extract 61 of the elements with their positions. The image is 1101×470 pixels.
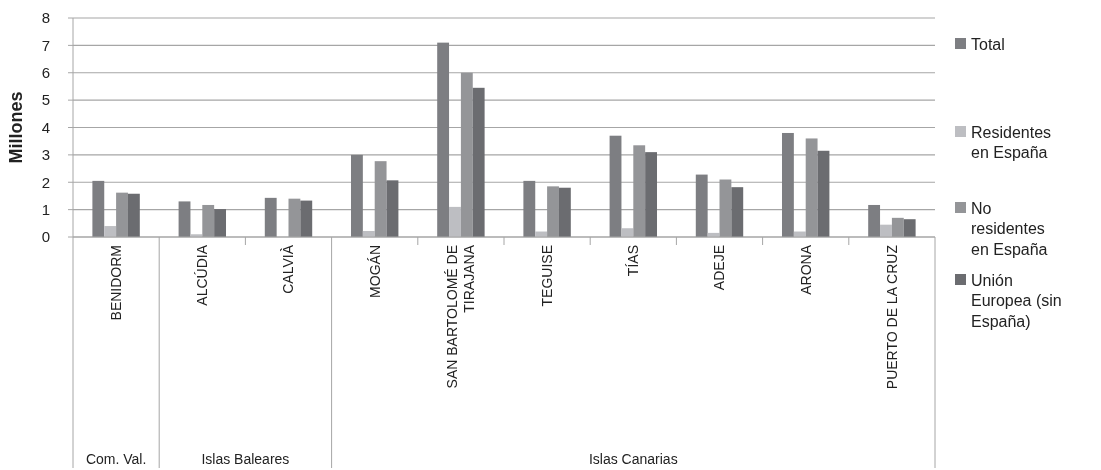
bar: [609, 135, 622, 237]
bar: [817, 150, 830, 237]
x-tick-label: MOGÁN: [366, 245, 383, 298]
text: Islas Baleares: [201, 451, 290, 467]
text: Com. Val.: [85, 451, 147, 467]
legend-label: Unión Europea (sin España): [971, 271, 1062, 331]
bar: [104, 226, 117, 237]
y-tick-label: 0: [41, 228, 51, 246]
bar: [782, 132, 794, 237]
bar: [558, 187, 571, 237]
x-tick-label: SAN BARTOLOMÉ DE TIRAJANA: [444, 244, 478, 389]
x-tick-label: TEGUISE: [539, 245, 555, 307]
x-tick-label: CALVIÀ: [280, 244, 297, 294]
y-tick-label: 4: [41, 118, 51, 136]
legend-label: Residentes en España: [971, 123, 1052, 162]
bar: [116, 192, 128, 237]
bar: [891, 217, 904, 237]
y-tick-label: 6: [41, 64, 51, 81]
bar: [805, 138, 818, 237]
bar: [472, 87, 485, 237]
bar: [449, 206, 461, 237]
bar: [178, 201, 191, 237]
bar: [92, 180, 105, 237]
bar: [460, 72, 473, 237]
bar: [351, 154, 363, 237]
bar: [880, 224, 892, 237]
legend-label: Total: [971, 35, 1005, 53]
x-tick-label: BENIDORM: [108, 245, 124, 321]
x-tick-label: TÍAS: [625, 245, 642, 277]
bar: [868, 204, 881, 237]
bar: [523, 180, 536, 237]
y-tick-label: 8: [41, 9, 51, 27]
bar: [903, 219, 916, 237]
y-axis-title: Millones: [6, 91, 26, 164]
bar: [386, 180, 399, 237]
bar: [633, 145, 646, 237]
bar: [288, 198, 301, 237]
x-tick-label: ADEJE: [711, 245, 728, 291]
y-tick-label: 1: [41, 200, 51, 218]
bar: [300, 200, 313, 237]
y-tick-label: 7: [41, 36, 51, 54]
bar: [264, 197, 277, 237]
y-tick-label: 2: [41, 173, 51, 191]
bar: [731, 187, 744, 237]
text: Islas Canarias: [588, 451, 678, 467]
bar: [621, 228, 634, 237]
bar: [437, 42, 450, 237]
bar: [695, 174, 708, 237]
x-tick-label: ARONA: [797, 244, 814, 295]
legend-label: No residentes en España: [971, 199, 1048, 259]
y-tick-label: 3: [41, 146, 51, 164]
bar: [547, 186, 559, 237]
bar: [719, 179, 732, 237]
x-tick-label: PUERTO DE LA CRUZ: [883, 244, 900, 390]
bar: [374, 161, 387, 237]
y-tick-label: 5: [41, 91, 51, 109]
x-tick-label: ALCÚDIA: [194, 244, 211, 306]
bar: [127, 193, 140, 237]
bar: [645, 152, 658, 237]
bar: [202, 204, 215, 237]
bar: [214, 209, 226, 237]
